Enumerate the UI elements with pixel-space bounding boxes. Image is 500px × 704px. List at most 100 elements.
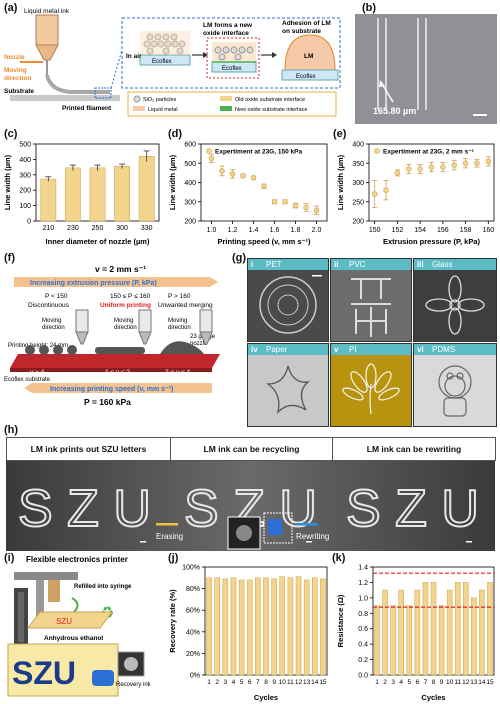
legend-lm: Liquid metal: [148, 107, 178, 113]
legend-label: Expertiment at 23G, 2 mm s⁻¹: [383, 149, 474, 156]
y-tick-label: 400: [352, 142, 364, 149]
x-axis-label: Cycles: [421, 693, 445, 702]
y-tick-label: 350: [352, 161, 364, 168]
ecoflex-block-3: [281, 69, 339, 81]
bar: [138, 156, 155, 222]
recovery-label: Recovery ink: [116, 682, 152, 688]
bar: [406, 605, 413, 676]
x-tick-label: 6: [416, 679, 420, 686]
chart-j: 0% 20% 40% 60% 80% 100% Recovery rate (%) Cycle…: [168, 565, 328, 702]
bar: [271, 578, 277, 676]
tile-pdms-num: vi: [417, 345, 424, 354]
x-axis-label: Extrusion pressure (P, kPa): [383, 237, 480, 246]
x-tick-label: 152: [392, 227, 404, 234]
tile-pdms-name: PDMS: [432, 345, 456, 354]
x-tick-label: 14: [311, 679, 319, 686]
data-point: [208, 155, 215, 162]
tile-glass-name: Glass: [432, 260, 453, 269]
bar: [303, 579, 310, 676]
bar: [454, 582, 461, 676]
panel-b-photo: 165.80 µm: [355, 14, 497, 124]
bar: [479, 589, 485, 676]
data-point: [428, 164, 435, 170]
data-point: [219, 168, 225, 174]
panel-f-diagram: v = 2 mm s⁻¹ Increasing extrusion pressu…: [4, 264, 220, 407]
legend-label: Expertiment at 23G, 150 kPa: [215, 149, 302, 156]
data-point: [406, 166, 412, 172]
x-axis-label: Cycles: [254, 693, 278, 702]
v1-label: v > 4: [30, 369, 45, 376]
data-point: [261, 183, 267, 190]
y-tick-label: 0.6: [358, 626, 368, 633]
tile-pi: v PI: [330, 343, 412, 427]
label-ecoflex-2: Ecoflex: [222, 66, 242, 72]
moving-2a: Moving: [114, 318, 133, 324]
zoom-frame: [121, 17, 341, 89]
label-adhesion-2: on substrate: [282, 28, 321, 35]
ecoflex-substrate-label: Ecoflex substrate: [4, 377, 51, 383]
data-point: [240, 173, 246, 179]
tile-pdms: vi PDMS: [413, 343, 497, 427]
data-point: [462, 160, 469, 166]
x-tick-label: 8: [264, 679, 268, 686]
bar: [255, 577, 261, 676]
bar: [390, 605, 396, 676]
x-tick-label: 230: [67, 225, 79, 232]
chart-k: 0.0 0.2 0.4 0.6 0.8 1.0 1.2 1.4 Resistance (Ω) Cy…: [336, 565, 495, 702]
chart-d: 200 300 400 500 600 Line width (µm) Printing s…: [168, 142, 328, 246]
y-tick-label: 80%: [186, 586, 200, 593]
y-axis-label: Line width (µm): [168, 154, 177, 210]
syringe-body: [35, 14, 59, 46]
h-title-3: LM ink can be rewriting: [332, 437, 496, 461]
x-tick-label: 10: [446, 679, 454, 686]
moving-2b: direction: [114, 325, 137, 331]
data-point: [282, 199, 288, 205]
y-tick-label: 300: [184, 199, 196, 206]
y-axis-label: Resistance (Ω): [336, 594, 345, 647]
x-tick-label: 6: [248, 679, 252, 686]
y-tick-label: 20%: [186, 651, 200, 658]
tile-paper: iv Paper: [247, 343, 329, 427]
x-tick-label: 15: [486, 679, 494, 686]
bar: [279, 576, 286, 676]
state-uniform: Uniform printing: [100, 302, 151, 309]
x-tick-label: 8: [432, 679, 436, 686]
panel-label-c: (c): [4, 128, 18, 140]
label-ecoflex-1: Ecoflex: [152, 59, 172, 65]
ethanol-label: Anhydrous ethanol: [44, 635, 103, 642]
tile-pvc: ii PVC: [330, 258, 412, 342]
y-tick-label: 300: [352, 180, 364, 187]
x-tick-label: 9: [272, 679, 276, 686]
p2-label: 150 ≤ P ≤ 160: [110, 293, 151, 300]
bar: [263, 577, 269, 676]
x-tick-label: 150: [369, 227, 381, 234]
label-lm: LM: [304, 53, 313, 60]
x-tick-label: 3: [224, 679, 228, 686]
panel-label-e: (e): [333, 128, 347, 140]
bar: [422, 582, 429, 676]
y-tick-label: 250: [352, 199, 364, 206]
label-liquid-metal-ink: Liquid metal ink: [24, 8, 70, 15]
y-tick-label: 300: [19, 172, 31, 179]
x-tick-label: 13: [303, 679, 311, 686]
tile-paper-num: iv: [251, 345, 258, 354]
x-tick-label: 1.2: [228, 227, 238, 234]
moving-3b: direction: [168, 325, 191, 331]
y-tick-label: 500: [184, 161, 196, 168]
state-discontinuous: Discontinuous: [28, 302, 70, 309]
tile-glass: iii Glass: [413, 258, 497, 342]
x-tick-label: 4: [399, 679, 403, 686]
bar: [471, 597, 477, 676]
bar: [446, 589, 453, 676]
bar: [487, 582, 493, 676]
legend-marker: [374, 148, 380, 154]
label-oxide-1: LM forms a new: [203, 22, 253, 29]
h-title-1: LM ink prints out SZU letters: [6, 437, 171, 461]
y-axis-label: Line width (µm): [3, 154, 12, 210]
bar: [374, 605, 380, 676]
panel-i-diagram: Flexible electronics printer Refilled in…: [7, 555, 152, 697]
label-in-air: In air: [126, 53, 142, 60]
label-adhesion-1: Adhesion of LM: [282, 20, 331, 27]
y-axis-label: Line width (µm): [336, 154, 345, 210]
x-tick-label: 158: [460, 227, 472, 234]
